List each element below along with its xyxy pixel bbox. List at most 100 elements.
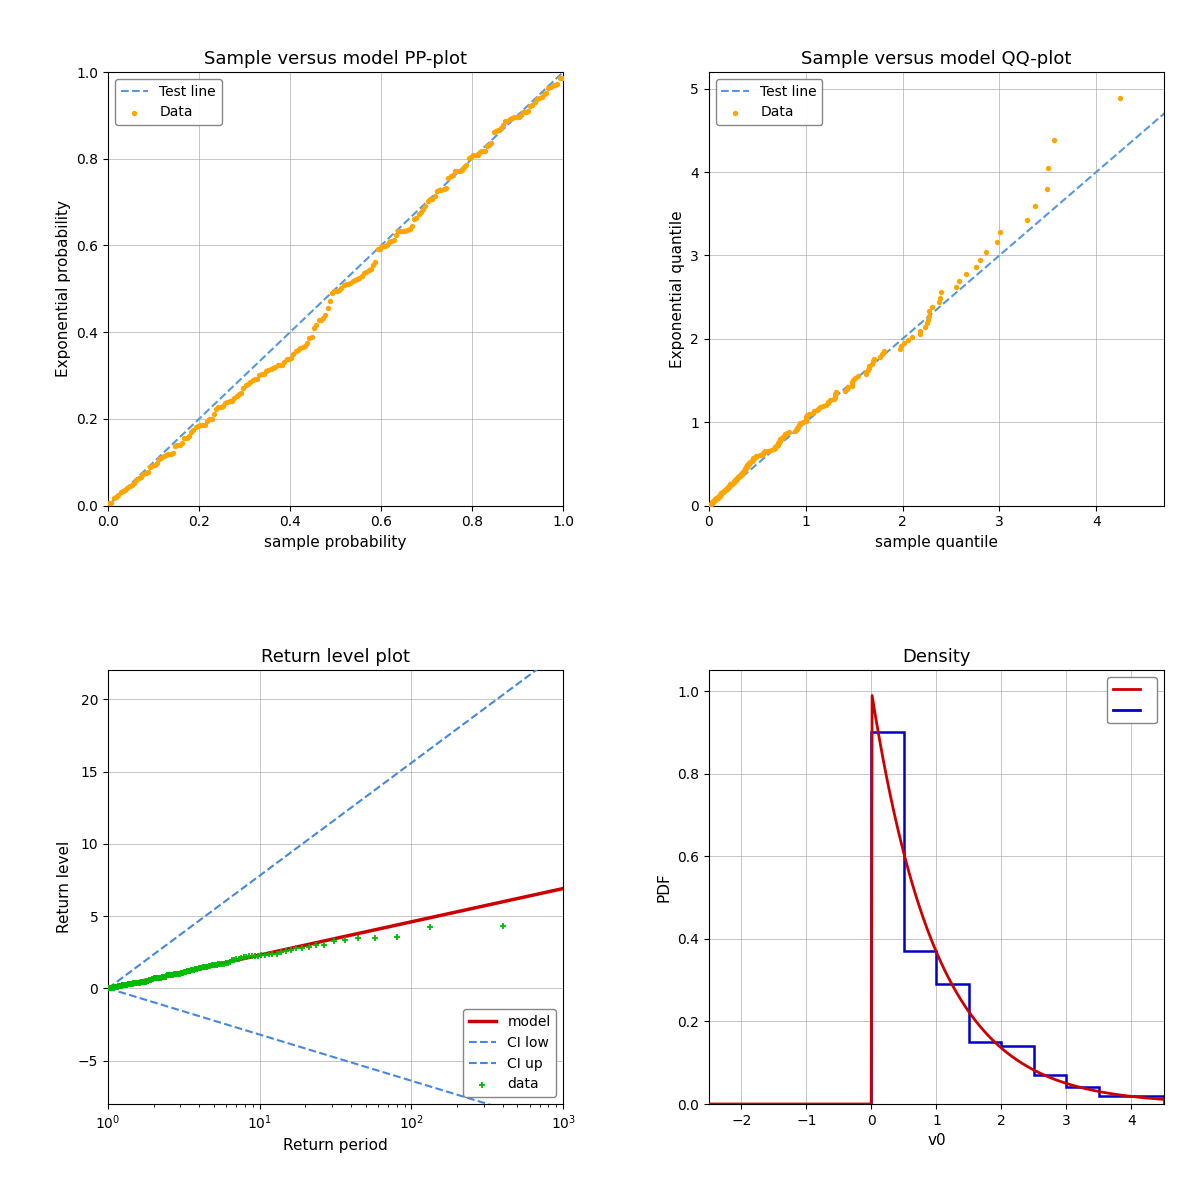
Data xyxy=(722,474,742,493)
Data xyxy=(166,437,185,456)
data xyxy=(114,976,133,995)
data xyxy=(122,974,142,994)
data xyxy=(132,973,151,992)
Data xyxy=(439,168,458,187)
Data xyxy=(700,496,719,515)
Data xyxy=(176,428,196,448)
Data xyxy=(721,475,740,494)
Data xyxy=(756,442,775,461)
data xyxy=(187,960,206,979)
Data xyxy=(754,444,773,463)
Data xyxy=(132,468,151,487)
Data xyxy=(712,485,731,504)
data xyxy=(281,941,300,960)
data xyxy=(104,978,124,997)
Data xyxy=(257,361,276,380)
Data xyxy=(518,102,538,121)
Data xyxy=(286,341,305,360)
CI low xyxy=(102,982,116,996)
Data xyxy=(202,409,221,428)
Data xyxy=(710,486,730,505)
data xyxy=(102,978,121,997)
Data xyxy=(468,145,487,164)
Data xyxy=(400,220,419,239)
Data xyxy=(744,449,763,468)
Data xyxy=(736,461,755,480)
data xyxy=(107,977,126,996)
Data xyxy=(919,302,938,322)
Data xyxy=(480,136,499,155)
Data xyxy=(277,349,296,368)
data xyxy=(160,966,179,985)
Data xyxy=(764,439,784,458)
Data xyxy=(890,340,910,359)
Data xyxy=(448,162,467,181)
Data xyxy=(173,433,192,452)
Data xyxy=(856,365,875,384)
Exponential PDF xyxy=(949,984,964,998)
Data xyxy=(766,438,785,457)
Data xyxy=(396,221,415,240)
Data xyxy=(262,360,281,379)
Data xyxy=(186,418,205,437)
Data xyxy=(482,134,502,154)
data xyxy=(306,936,325,955)
data xyxy=(139,971,158,990)
data xyxy=(182,960,202,979)
Data xyxy=(774,426,793,445)
data xyxy=(104,978,124,997)
Data xyxy=(352,266,371,286)
Data xyxy=(796,412,815,431)
Data xyxy=(746,446,766,466)
data xyxy=(143,970,162,989)
Legend: , : , xyxy=(1108,677,1157,724)
data xyxy=(107,977,126,996)
data xyxy=(252,946,271,965)
data xyxy=(202,955,221,974)
Data xyxy=(790,416,809,436)
data xyxy=(216,953,235,972)
Data xyxy=(714,482,733,502)
data xyxy=(104,978,124,997)
Data xyxy=(373,236,392,256)
Data xyxy=(220,391,239,410)
Data xyxy=(211,397,230,416)
X-axis label: v0: v0 xyxy=(928,1133,946,1148)
Y-axis label: Exponential probability: Exponential probability xyxy=(55,200,71,377)
Data xyxy=(704,492,724,511)
Data xyxy=(199,410,218,430)
Data xyxy=(313,308,332,328)
Data xyxy=(769,433,788,452)
data xyxy=(157,966,176,985)
data xyxy=(113,976,132,995)
Data xyxy=(820,391,839,410)
data xyxy=(149,968,168,988)
data xyxy=(168,965,187,984)
Data xyxy=(700,496,719,515)
Data xyxy=(797,407,816,426)
CI up xyxy=(101,982,115,996)
Data xyxy=(188,416,208,436)
Data xyxy=(356,262,376,281)
Data xyxy=(204,404,223,424)
Data xyxy=(732,464,751,484)
data xyxy=(314,935,334,954)
Data xyxy=(991,222,1010,241)
data xyxy=(113,976,132,995)
data xyxy=(133,972,152,991)
data xyxy=(287,938,306,958)
Data xyxy=(824,389,844,408)
Data xyxy=(708,487,727,506)
data xyxy=(209,955,228,974)
data xyxy=(121,974,140,994)
Data xyxy=(382,232,401,251)
data xyxy=(102,978,121,997)
Data xyxy=(874,342,893,361)
Data xyxy=(491,118,510,137)
Data xyxy=(511,106,530,125)
Data xyxy=(402,216,421,235)
Data xyxy=(534,84,553,103)
Data xyxy=(811,397,830,416)
data xyxy=(170,964,190,983)
Data xyxy=(140,457,160,476)
